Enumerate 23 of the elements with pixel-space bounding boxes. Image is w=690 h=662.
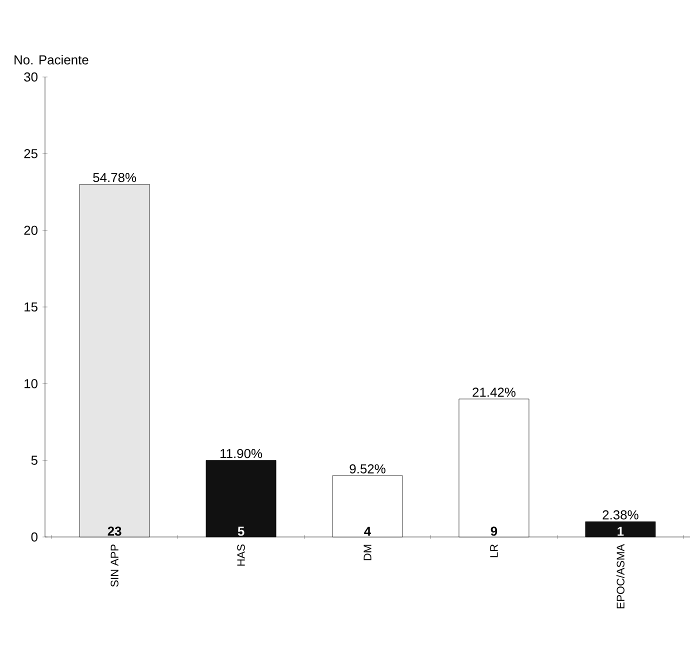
data-label: 5 <box>238 526 244 536</box>
y-tick-label: 5 <box>31 456 38 465</box>
x-tick-label: SIN APP <box>110 544 118 587</box>
annotation: 21.42% <box>472 388 516 397</box>
y-tick-label: 30 <box>24 72 38 82</box>
y-tick-label: 20 <box>24 226 38 235</box>
x-tick-label: HAS <box>237 544 245 566</box>
y-axis-title: No. Paciente <box>14 54 88 64</box>
data-label: 1 <box>618 526 624 536</box>
annotation: 11.90% <box>220 448 262 458</box>
y-tick-label: 15 <box>24 302 38 312</box>
data-label: 23 <box>108 526 122 536</box>
y-tick-label: 25 <box>24 149 38 158</box>
annotation: 2.38% <box>602 510 638 520</box>
x-tick-label: LR <box>490 544 498 558</box>
y-tick-label: 0 <box>31 532 38 542</box>
y-tick-label: 10 <box>24 379 38 388</box>
data-label: 4 <box>364 526 372 536</box>
x-tick-label: EPOC/ASMA <box>616 544 624 608</box>
data-label: 9 <box>490 526 498 536</box>
x-tick-label: DM <box>364 544 372 560</box>
annotation: 9.52% <box>350 464 386 474</box>
annotation: 54.78% <box>93 172 136 182</box>
